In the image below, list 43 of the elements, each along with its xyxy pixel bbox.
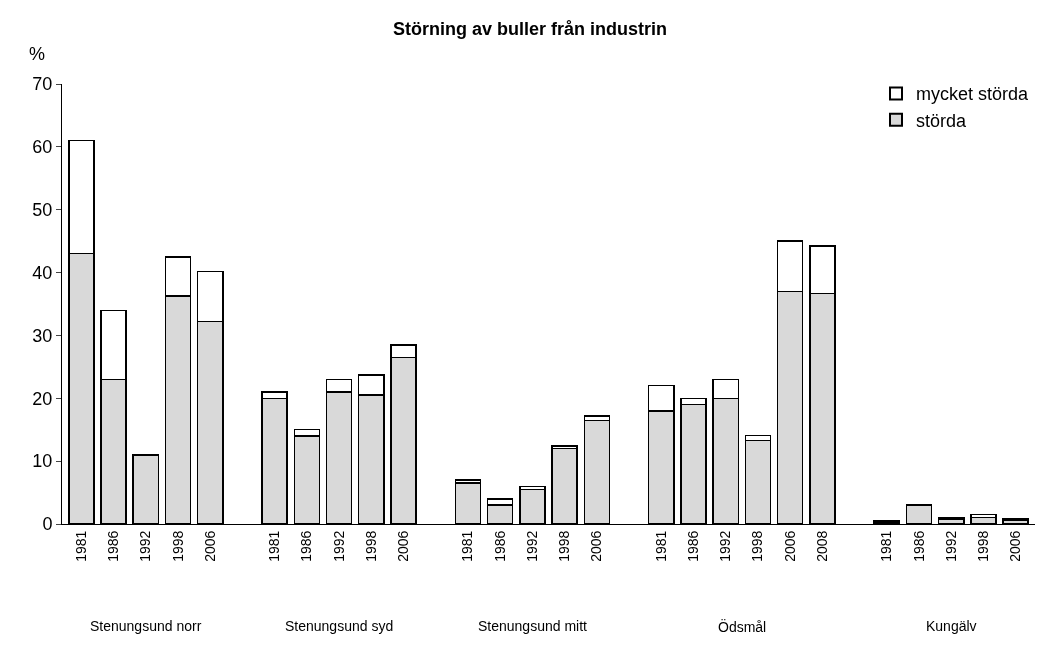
text: Ödsmål [718, 618, 767, 635]
x-tick-label: 2006 [201, 530, 218, 562]
x-tick-label: 2006 [395, 530, 412, 562]
x-tick-label: 1998 [169, 530, 186, 562]
y-tick-label: 50 [32, 200, 53, 221]
y-axis-title: % [29, 44, 46, 64]
text: Stenungsund mitt [478, 618, 588, 634]
y-tick-label: 10 [32, 451, 53, 472]
text: Kungälv [926, 618, 977, 634]
x-tick-label: 1981 [878, 530, 895, 562]
x-tick-label: 2008 [813, 530, 830, 562]
x-tick-label: 1998 [975, 530, 991, 562]
chart-title: Störning av buller från industrin [392, 19, 668, 40]
y-tick-label: 40 [32, 262, 53, 283]
text: Stenungsund syd [285, 618, 394, 634]
y-tick-label: 30 [32, 325, 53, 346]
x-tick-label: 1986 [105, 530, 122, 562]
x-tick-label: 1998 [556, 530, 573, 562]
x-tick-label: 1992 [330, 530, 347, 562]
y-tick-label: 20 [32, 388, 53, 409]
x-tick-label: 1998 [749, 530, 766, 562]
x-tick-label: 2006 [588, 530, 605, 562]
text: Stenungsund norr [90, 618, 202, 634]
x-tick-label: 1986 [910, 530, 927, 562]
y-tick-label: 0 [42, 514, 53, 535]
x-tick-label: 1998 [362, 530, 379, 562]
x-tick-label: 1992 [942, 530, 959, 562]
x-tick-label: 1981 [266, 530, 283, 562]
x-tick-label: 1986 [685, 530, 702, 562]
y-tick-label: 60 [32, 137, 53, 158]
x-tick-label: 1981 [459, 530, 476, 562]
x-tick-label: 2006 [1007, 530, 1024, 562]
legend-label: mycket störda [916, 84, 1030, 105]
x-tick-label: 1981 [652, 530, 669, 562]
x-tick-label: 1992 [523, 530, 540, 562]
y-tick-label: 70 [32, 74, 53, 95]
x-tick-label: 1992 [717, 530, 734, 562]
legend-label: störda [916, 110, 968, 131]
x-tick-label: 2006 [781, 530, 798, 562]
x-tick-label: 1986 [491, 530, 508, 562]
x-tick-label: 1981 [72, 530, 89, 562]
x-tick-label: 1986 [298, 530, 315, 562]
x-tick-label: 1992 [137, 530, 154, 562]
